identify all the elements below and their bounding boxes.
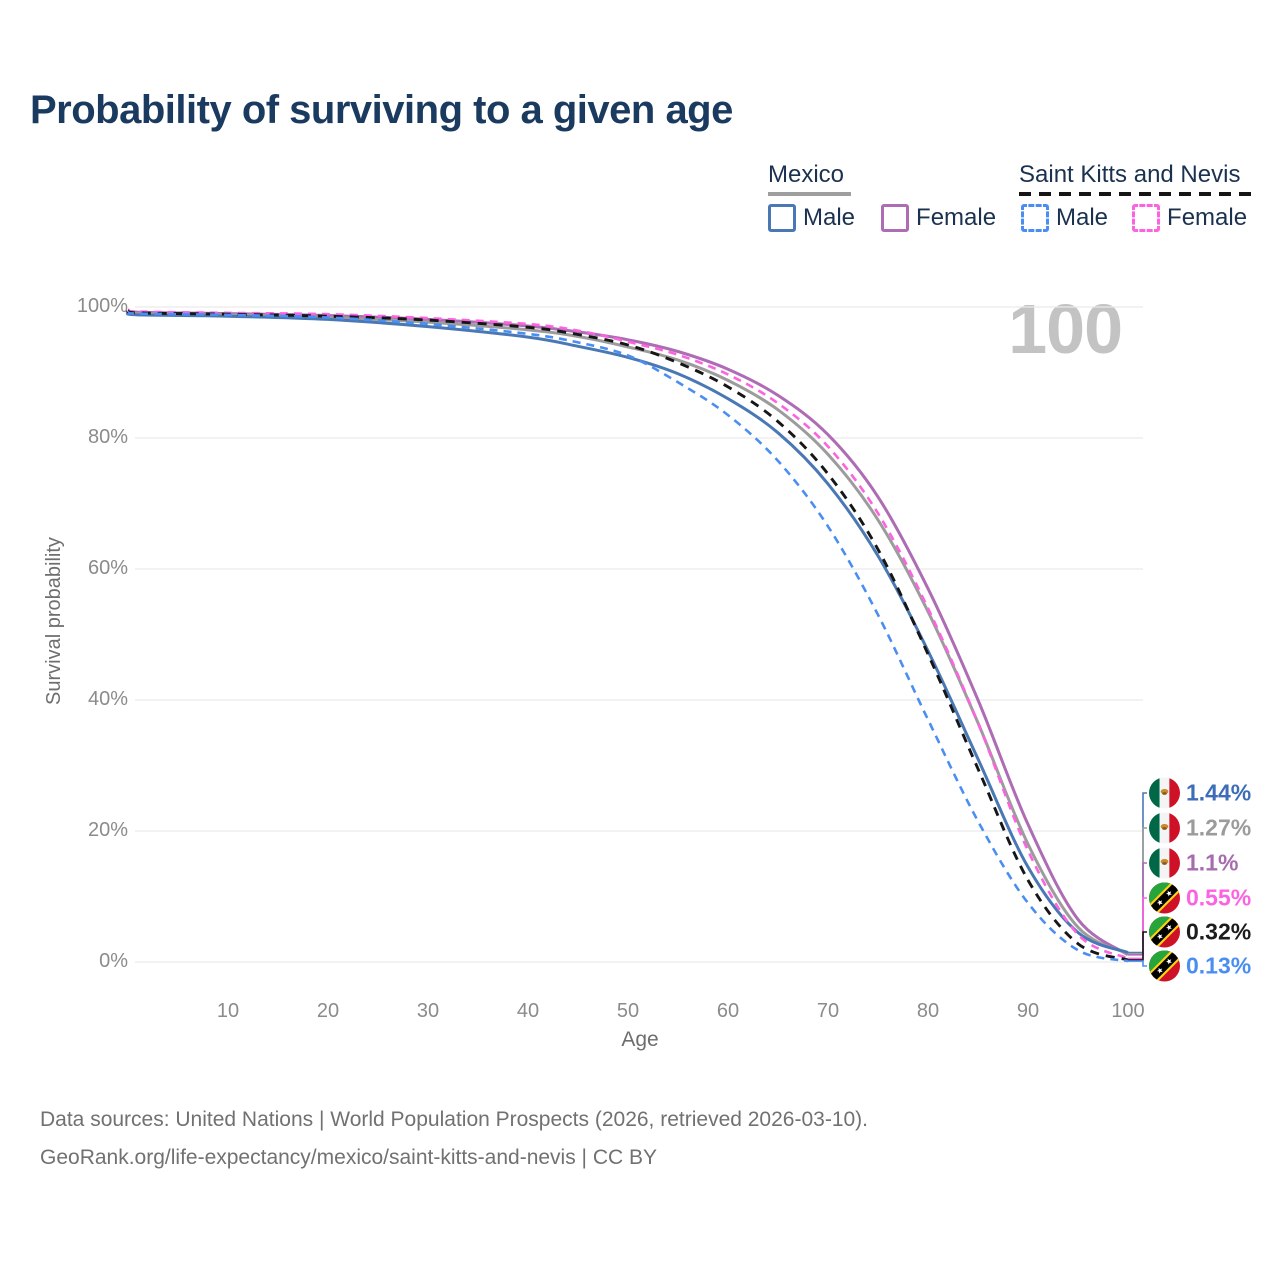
- legend-row-skn: Male Female: [1021, 204, 1247, 232]
- legend-row-mexico: Male Female: [768, 204, 996, 232]
- end-value: 1.44%: [1186, 779, 1252, 806]
- saint-kitts-and-nevis-flag-icon: [1149, 882, 1180, 914]
- legend-item-label: Male: [803, 204, 856, 231]
- saint-kitts-and-nevis-flag-icon: [1149, 950, 1180, 982]
- x-tick-80: 80: [916, 1000, 940, 1022]
- end-value: 0.32%: [1186, 918, 1252, 945]
- end-label-mexico-male: 1.44%: [1149, 777, 1252, 809]
- legend-underline-skn-dashed: [1019, 192, 1252, 196]
- saint-kitts-and-nevis-flag-icon: [1149, 916, 1180, 948]
- y-axis-title: Survival probability: [43, 537, 65, 705]
- curve-saint-kitts-and-nevis-male: [126, 310, 1129, 963]
- mexico-flag-icon: [1149, 847, 1180, 879]
- x-tick-20: 20: [316, 1000, 340, 1022]
- legend-underline-mexico-solid: [768, 192, 851, 196]
- legend-item-mexico-male[interactable]: Male: [768, 204, 855, 232]
- y-tick-20: 20%: [87, 819, 128, 842]
- connector-mexico-female: [1128, 862, 1147, 956]
- end-value: 1.1%: [1186, 849, 1239, 876]
- curve-mexico-male: [125, 311, 1129, 955]
- legend-group-title-mexico: Mexico: [768, 161, 845, 188]
- x-tick-10: 10: [216, 1000, 240, 1022]
- connector-mexico-male: [1128, 792, 1147, 954]
- connector-saint-kitts-and-nevis-both-sexes: [1128, 931, 1147, 961]
- connector-saint-kitts-and-nevis-male: [1128, 960, 1147, 967]
- legend-item-label: Female: [1167, 204, 1248, 231]
- x-tick-100: 100: [1111, 1000, 1145, 1022]
- legend-item-skn-female[interactable]: Female: [1132, 204, 1247, 232]
- legend-item-skn-male[interactable]: Male: [1021, 204, 1108, 232]
- curve-mexico-female: [125, 308, 1129, 957]
- legend-item-label: Male: [1056, 204, 1109, 231]
- x-tick-70: 70: [816, 1000, 840, 1022]
- end-label-skn-female: 0.55%: [1149, 882, 1252, 914]
- page-title: Probability of surviving to a given age: [30, 88, 733, 132]
- curve-saint-kitts-and-nevis-female: [126, 308, 1129, 960]
- skn-female-swatch-icon: [1132, 204, 1161, 232]
- x-axis-title: Age: [621, 1028, 659, 1051]
- y-tick-100: 100%: [76, 295, 128, 318]
- legend-item-mexico-female[interactable]: Female: [881, 204, 996, 232]
- x-tick-90: 90: [1016, 1000, 1040, 1022]
- skn-male-swatch-icon: [1021, 204, 1049, 232]
- data-sources-line: Data sources: United Nations | World Pop…: [40, 1108, 869, 1131]
- y-tick-40: 40%: [87, 688, 128, 711]
- mexico-flag-icon: [1149, 812, 1180, 844]
- mexico-flag-icon: [1149, 777, 1180, 809]
- end-label-skn-male: 0.13%: [1149, 950, 1252, 982]
- x-tick-30: 30: [416, 1000, 440, 1022]
- x-tick-50: 50: [616, 1000, 640, 1022]
- mexico-male-swatch-icon: [768, 204, 796, 232]
- watermark-age-100: 100: [1008, 290, 1123, 368]
- end-label-mexico-both: 1.27%: [1149, 812, 1252, 844]
- connector-saint-kitts-and-nevis-female: [1128, 897, 1147, 960]
- x-tick-40: 40: [516, 1000, 540, 1022]
- x-tick-60: 60: [716, 1000, 740, 1022]
- y-tick-0: 0%: [99, 950, 128, 973]
- connector-mexico-both-sexes: [1128, 827, 1147, 955]
- legend-item-label: Female: [916, 204, 997, 231]
- mexico-female-swatch-icon: [881, 204, 910, 232]
- attribution-line: GeoRank.org/life-expectancy/mexico/saint…: [40, 1146, 658, 1169]
- y-tick-80: 80%: [87, 426, 128, 449]
- end-value: 0.13%: [1186, 952, 1252, 979]
- end-label-mexico-female: 1.1%: [1149, 847, 1239, 879]
- end-label-skn-both: 0.32%: [1149, 916, 1252, 948]
- curve-mexico-both-sexes: [125, 310, 1129, 956]
- end-value: 1.27%: [1186, 814, 1252, 841]
- curve-saint-kitts-and-nevis-both-sexes: [125, 309, 1129, 962]
- end-value: 0.55%: [1186, 884, 1252, 911]
- y-tick-60: 60%: [87, 557, 128, 580]
- legend-group-title-skn: Saint Kitts and Nevis: [1019, 161, 1241, 188]
